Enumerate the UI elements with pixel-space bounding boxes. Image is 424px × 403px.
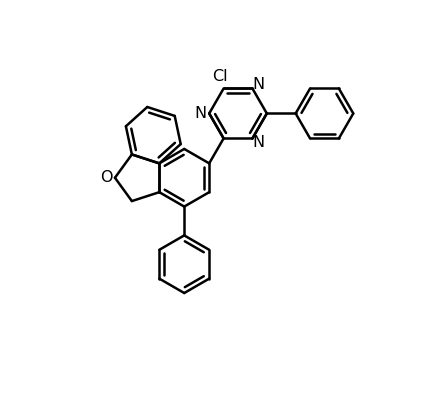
Text: N: N [253, 135, 265, 150]
Text: N: N [194, 106, 206, 121]
Text: N: N [253, 77, 265, 92]
Text: O: O [100, 170, 112, 185]
Text: Cl: Cl [212, 69, 227, 84]
